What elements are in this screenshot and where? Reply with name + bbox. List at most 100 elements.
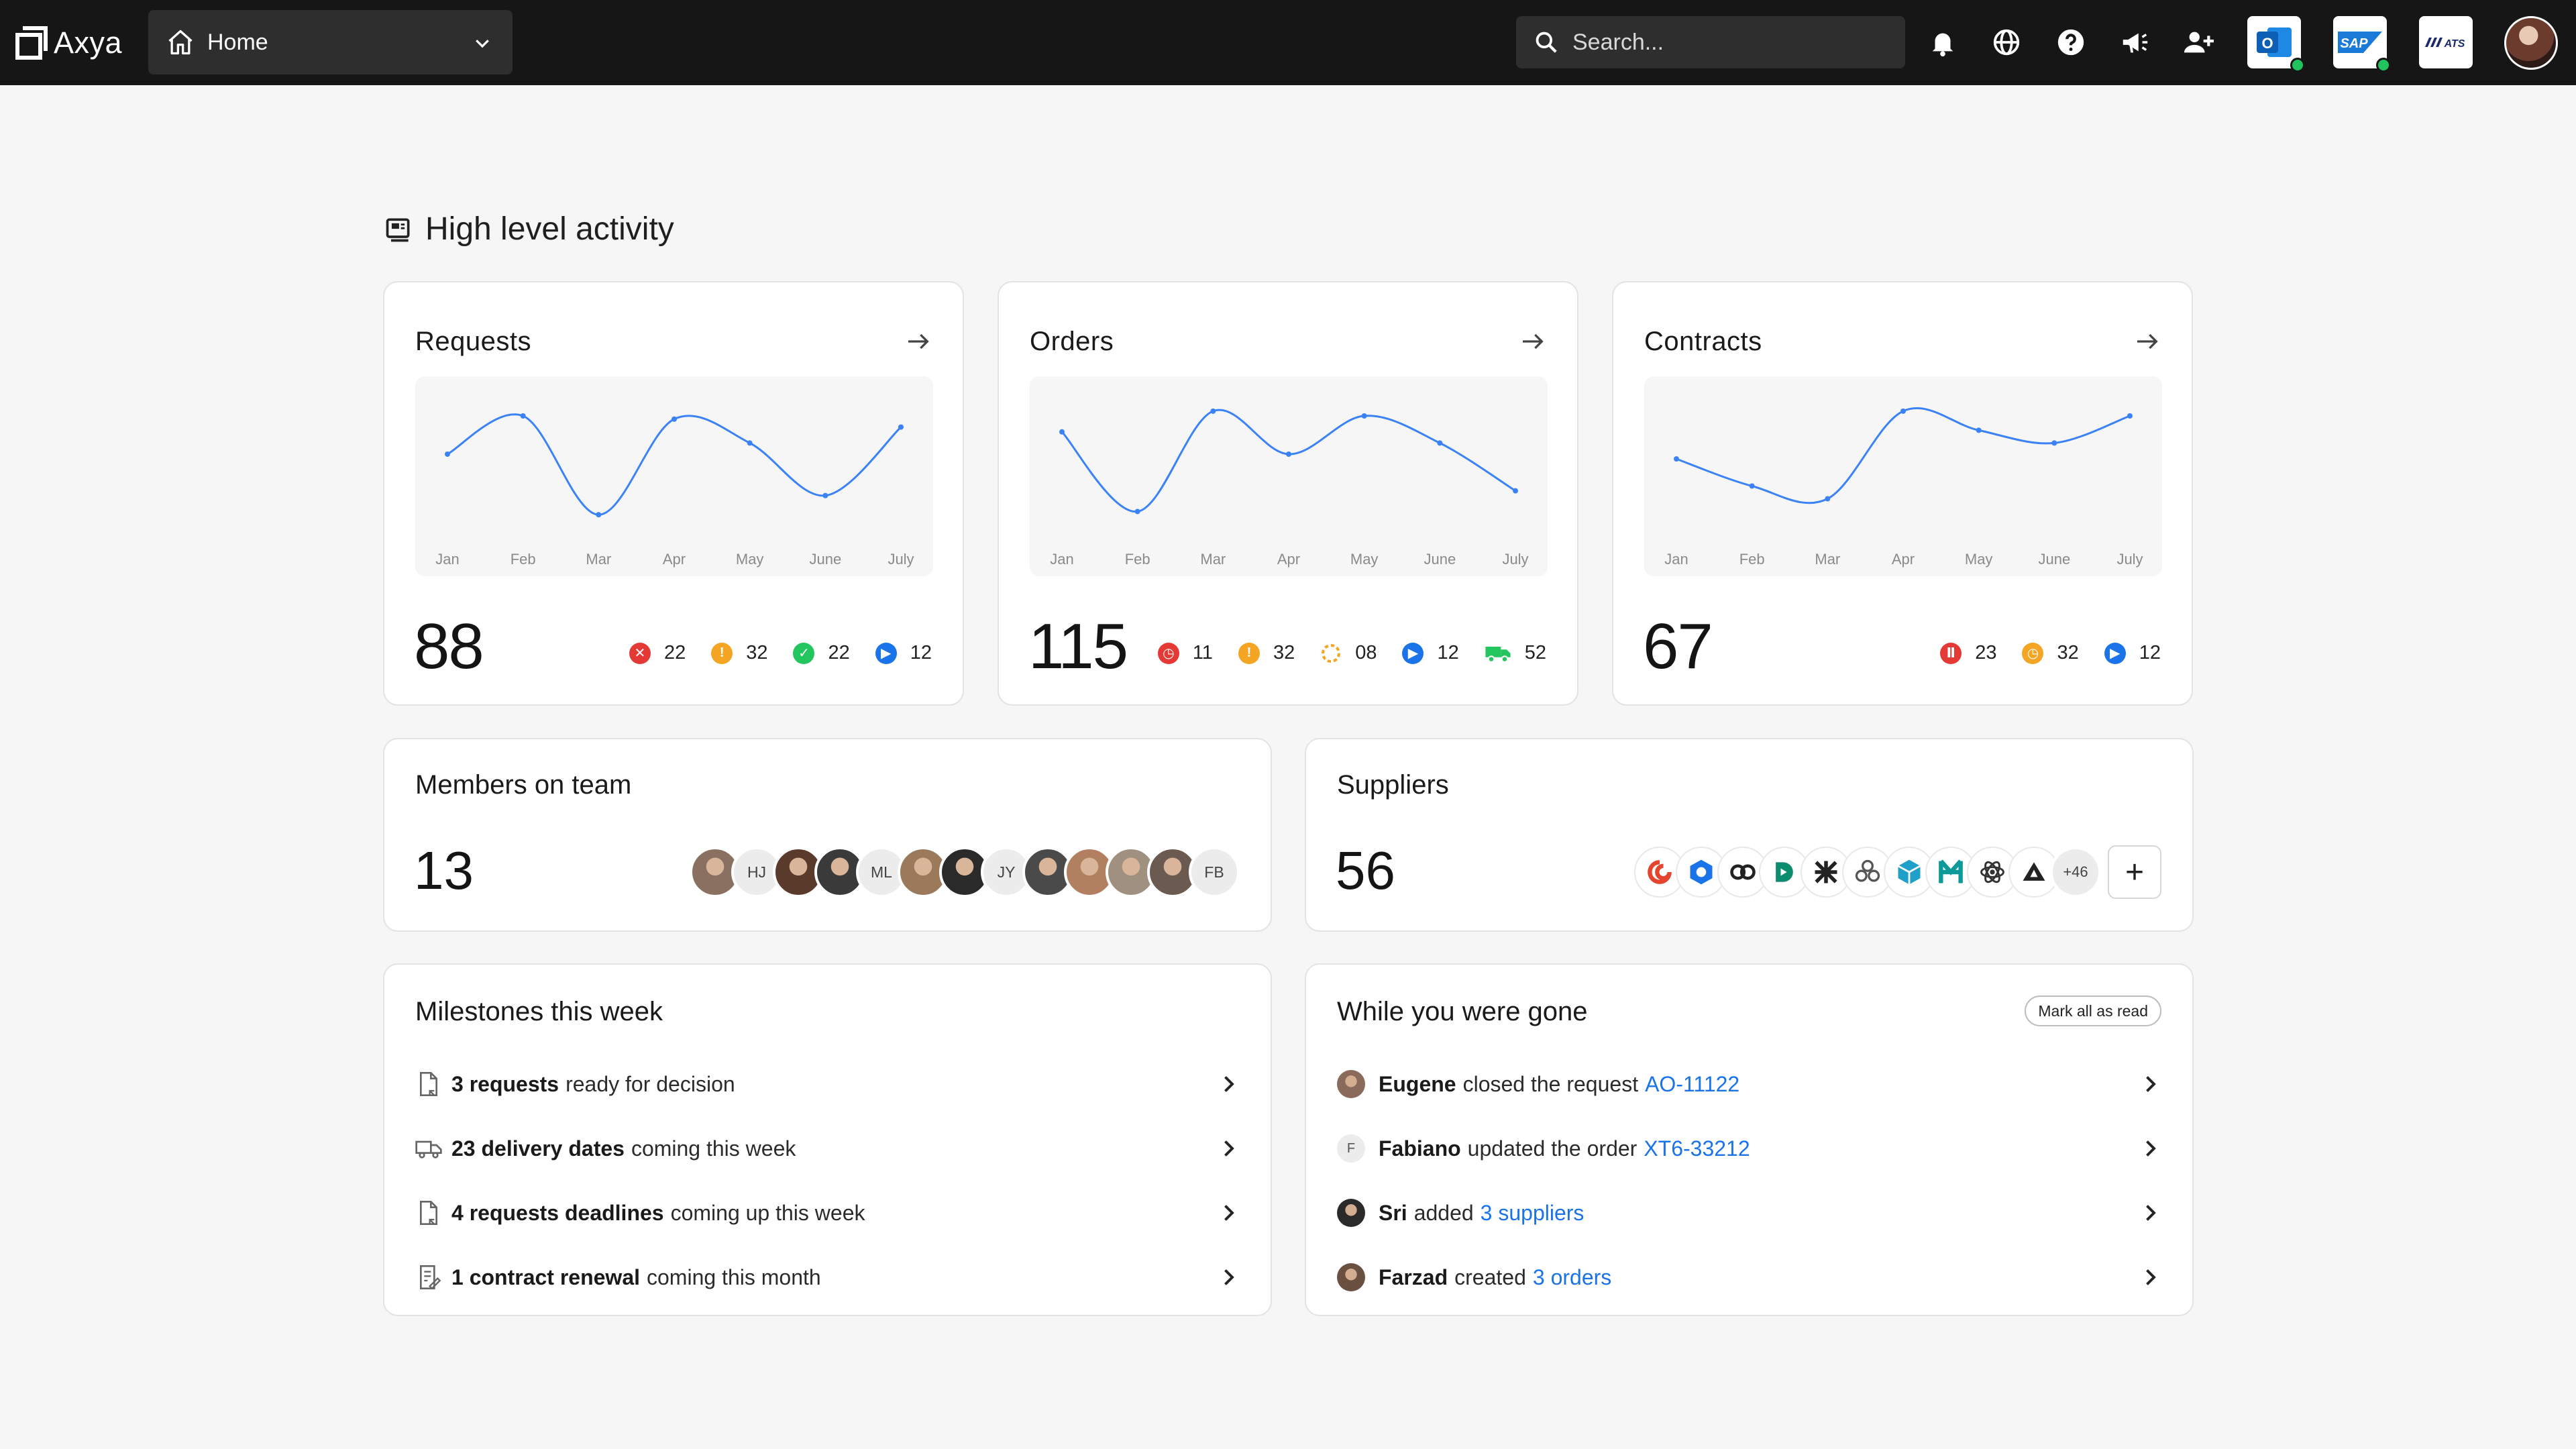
milestone-item[interactable]: 3 requests ready for decision (415, 1064, 1240, 1104)
suppliers-card[interactable]: Suppliers 56 +46 + (1305, 738, 2194, 932)
requests-card[interactable]: Requests Jan Feb Mar Apr May June July 88 ✕ 22!… (383, 281, 964, 706)
activity-avatar-photo (1337, 1199, 1365, 1227)
help-icon[interactable] (2055, 27, 2086, 58)
activity-link[interactable]: 3 orders (1532, 1265, 1612, 1289)
stat-item[interactable]: ! 32 (1238, 642, 1295, 664)
actor-name: Sri (1379, 1200, 1407, 1225)
in-progress-icon: ▶ (1402, 642, 1424, 664)
member-avatar-initials[interactable]: ML (856, 847, 907, 898)
add-supplier-button[interactable]: + (2108, 845, 2161, 899)
activity-item[interactable]: F Fabiano updated the order XT6-33212 (1337, 1128, 2162, 1169)
stat-value: 32 (2057, 642, 2079, 663)
stat-value: 22 (663, 642, 686, 663)
activity-avatar-photo (1337, 1070, 1365, 1098)
supplier-logo-stack[interactable]: +46 + (1634, 845, 2161, 899)
supplier-atom-icon[interactable] (1967, 847, 2018, 898)
sap-app-button[interactable]: SAP (2333, 16, 2391, 72)
search-icon (1536, 32, 1557, 53)
activity-link[interactable]: XT6-33212 (1644, 1136, 1750, 1161)
section-header: High level activity (384, 211, 674, 248)
brand-logo[interactable]: Axya (15, 23, 122, 63)
stat-value: 12 (2139, 642, 2161, 663)
stat-item[interactable]: 08 (1320, 642, 1377, 664)
more-suppliers-badge[interactable]: +46 (2050, 847, 2101, 898)
add-user-icon[interactable] (2183, 27, 2214, 58)
chevron-down-icon (476, 40, 489, 48)
mark-all-read-button[interactable]: Mark all as read (2025, 996, 2161, 1026)
members-count: 13 (414, 841, 474, 900)
activity-card: While you were gone Mark all as read Eug… (1305, 963, 2194, 1316)
data-point (1513, 488, 1518, 494)
milestone-item[interactable]: 1 contract renewal coming this month (415, 1257, 1240, 1297)
orders-chart: Jan Feb Mar Apr May June July (1030, 376, 1548, 576)
stat-item[interactable]: ✓ 22 (793, 642, 850, 664)
milestones-card: Milestones this week 3 requests ready for… (383, 963, 1272, 1316)
data-point (520, 413, 526, 419)
arrow-right-icon[interactable] (2134, 328, 2161, 355)
stat-item[interactable]: ✕ 22 (629, 642, 686, 664)
activity-item[interactable]: Eugene closed the request AO-11122 (1337, 1064, 2162, 1104)
search-input[interactable]: Search... (1516, 16, 1905, 68)
members-card[interactable]: Members on team 13 HJ ML JY FB (383, 738, 1272, 932)
data-point (822, 492, 828, 498)
chevron-right-icon (2146, 1205, 2156, 1221)
activity-link[interactable]: AO-11122 (1645, 1071, 1740, 1096)
sap-label: SAP (2340, 36, 2368, 51)
stat-item[interactable]: ▶ 12 (1402, 642, 1459, 664)
stat-item[interactable]: Ⅱ 23 (1940, 642, 1996, 664)
x-tick-label: July (1502, 551, 1528, 568)
data-point (1674, 456, 1679, 462)
milestone-item[interactable]: 23 delivery dates coming this week (415, 1128, 1240, 1169)
milestone-text: ready for decision (566, 1071, 735, 1096)
delivery-icon (1485, 643, 1511, 664)
contracts-card[interactable]: Contracts Jan Feb Mar Apr May June July 67 Ⅱ 23… (1612, 281, 2193, 706)
ats-logo-icon: ATS (2425, 38, 2465, 50)
ats-app-button[interactable]: ATS (2419, 16, 2473, 68)
data-point (445, 451, 450, 457)
data-point (1361, 413, 1367, 419)
stat-item[interactable]: ▶ 12 (2104, 642, 2161, 664)
activity-item[interactable]: Sri added 3 suppliers (1337, 1193, 2162, 1233)
arrow-right-icon[interactable] (905, 328, 932, 355)
stat-item[interactable]: ◷ 11 (1157, 642, 1213, 664)
member-avatar-initials[interactable]: HJ (731, 847, 782, 898)
actor-name: Eugene (1379, 1071, 1456, 1096)
member-avatar-initials[interactable]: FB (1189, 847, 1240, 898)
stat-item[interactable]: ◷ 32 (2022, 642, 2079, 664)
arrow-right-icon[interactable] (1519, 328, 1546, 355)
stat-item[interactable]: ! 32 (711, 642, 767, 664)
globe-icon[interactable] (1991, 27, 2022, 58)
data-point (596, 512, 602, 518)
requests-stats: ✕ 22 ! 32 ✓ 22 ▶ 12 (604, 642, 932, 664)
supplier-rings-icon[interactable] (1717, 847, 1768, 898)
orders-card[interactable]: Orders Jan Feb Mar Apr May June July 115 ◷ 11! 3… (998, 281, 1578, 706)
milestone-item[interactable]: 4 requests deadlines coming up this week (415, 1193, 1240, 1233)
contract-icon (420, 1265, 441, 1290)
chevron-right-icon (1224, 1076, 1234, 1092)
megaphone-icon[interactable] (2119, 27, 2150, 58)
user-avatar[interactable] (2504, 16, 2558, 70)
member-avatar-stack[interactable]: HJ ML JY FB (690, 847, 1240, 898)
sap-status-dot (2376, 58, 2391, 72)
chevron-right-icon (2146, 1269, 2156, 1285)
activity-link[interactable]: 3 suppliers (1480, 1200, 1585, 1225)
series-line (447, 413, 902, 516)
outlook-app-button[interactable]: O (2247, 16, 2305, 72)
location-select[interactable]: Home (148, 10, 513, 74)
x-tick-label: Apr (1892, 551, 1915, 568)
top-bar: Axya Home Search... (0, 0, 2576, 85)
requests-total: 88 (414, 610, 484, 682)
x-tick-label: Feb (1125, 551, 1150, 568)
data-point (747, 440, 753, 446)
milestone-count: 1 contract renewal (451, 1265, 640, 1289)
bell-icon[interactable] (1927, 27, 1958, 58)
chevron-right-icon (1224, 1269, 1234, 1285)
stat-item[interactable]: ▶ 12 (875, 642, 932, 664)
stat-item[interactable]: 52 (1485, 642, 1546, 664)
truck-icon (415, 1140, 442, 1159)
request-doc-icon (420, 1201, 437, 1225)
activity-item[interactable]: Farzad created 3 orders (1337, 1257, 2162, 1297)
orders-stats: ◷ 11 ! 32 08 ▶ 12 52 (1132, 642, 1546, 664)
activity-avatar-initial: F (1337, 1134, 1365, 1163)
late-icon: ◷ (1157, 642, 1179, 664)
